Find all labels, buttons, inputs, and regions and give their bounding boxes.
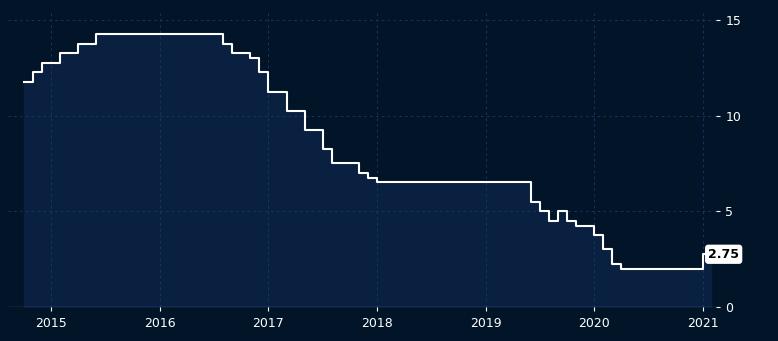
Text: 2.75: 2.75 [708, 248, 739, 261]
